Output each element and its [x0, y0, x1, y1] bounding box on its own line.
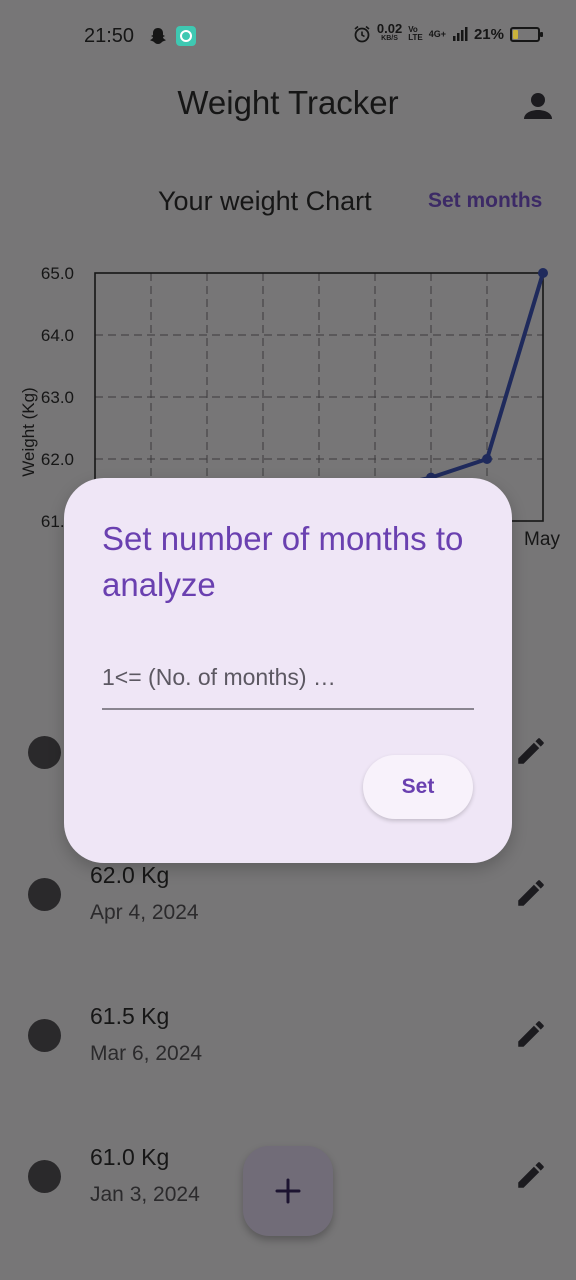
list-item[interactable] — [0, 712, 576, 792]
data-speed: 0.02 KB/S — [376, 21, 403, 42]
list-item[interactable]: 62.0 Kg Apr 4, 2024 — [0, 854, 576, 934]
edit-icon[interactable] — [514, 1158, 548, 1192]
entry-dot — [28, 1019, 61, 1052]
add-entry-button[interactable] — [243, 1146, 333, 1236]
chart-y-tick-label: 63.0 — [41, 388, 74, 407]
chart-data-point — [482, 454, 492, 464]
entry-date: Mar 6, 2024 — [90, 1042, 203, 1065]
chart-heading: Your weight Chart — [158, 186, 372, 216]
battery-percent: 21% — [473, 25, 504, 43]
plus-icon — [275, 1178, 301, 1204]
months-input[interactable] — [102, 646, 474, 710]
app-title: Weight Tracker — [177, 84, 399, 121]
entry-dot — [28, 736, 61, 769]
alarm-icon — [354, 25, 370, 43]
edit-icon[interactable] — [514, 1017, 548, 1051]
entry-weight: 62.0 Kg — [90, 862, 170, 888]
chart-y-axis-label: Weight (Kg) — [19, 387, 38, 476]
snapchat-icon — [150, 28, 166, 44]
entry-weight: 61.0 Kg — [90, 1144, 170, 1170]
edit-icon[interactable] — [514, 876, 548, 910]
list-item[interactable]: 61.0 Kg Jan 3, 2024 — [0, 1136, 576, 1216]
entry-dot — [28, 878, 61, 911]
dialog-title: Set number of months to analyze — [102, 520, 464, 603]
chart-y-tick-label: 62.0 — [41, 450, 74, 469]
chart-x-tick-may: May — [524, 529, 560, 550]
battery-icon — [510, 26, 543, 42]
set-months-button[interactable]: Set months — [428, 189, 543, 212]
account-icon[interactable] — [522, 90, 554, 122]
app-notification-icon — [176, 26, 196, 46]
chart-series-line — [374, 272, 545, 492]
edit-icon[interactable] — [514, 734, 548, 768]
entry-date: Apr 4, 2024 — [90, 901, 199, 924]
set-button[interactable]: Set — [363, 755, 473, 819]
chart-y-tick-label: 64.0 — [41, 326, 74, 345]
status-time: 21:50 — [84, 25, 135, 47]
list-item[interactable]: 61.5 Kg Mar 6, 2024 — [0, 995, 576, 1075]
set-months-dialog: Set number of months to analyze Set — [64, 478, 512, 863]
signal-icon — [452, 27, 468, 41]
entry-weight: 61.5 Kg — [90, 1003, 170, 1029]
network-type: 4G+ — [428, 29, 446, 39]
entry-date: Jan 3, 2024 — [90, 1183, 200, 1206]
volte-indicator: Vo LTE — [408, 25, 423, 42]
chart-data-point — [538, 268, 548, 278]
entry-dot — [28, 1160, 61, 1193]
chart-y-tick-label: 65.0 — [41, 264, 74, 283]
status-bar: 21:50 0.02 KB/S Vo LTE 4G+ 21% — [0, 0, 576, 74]
